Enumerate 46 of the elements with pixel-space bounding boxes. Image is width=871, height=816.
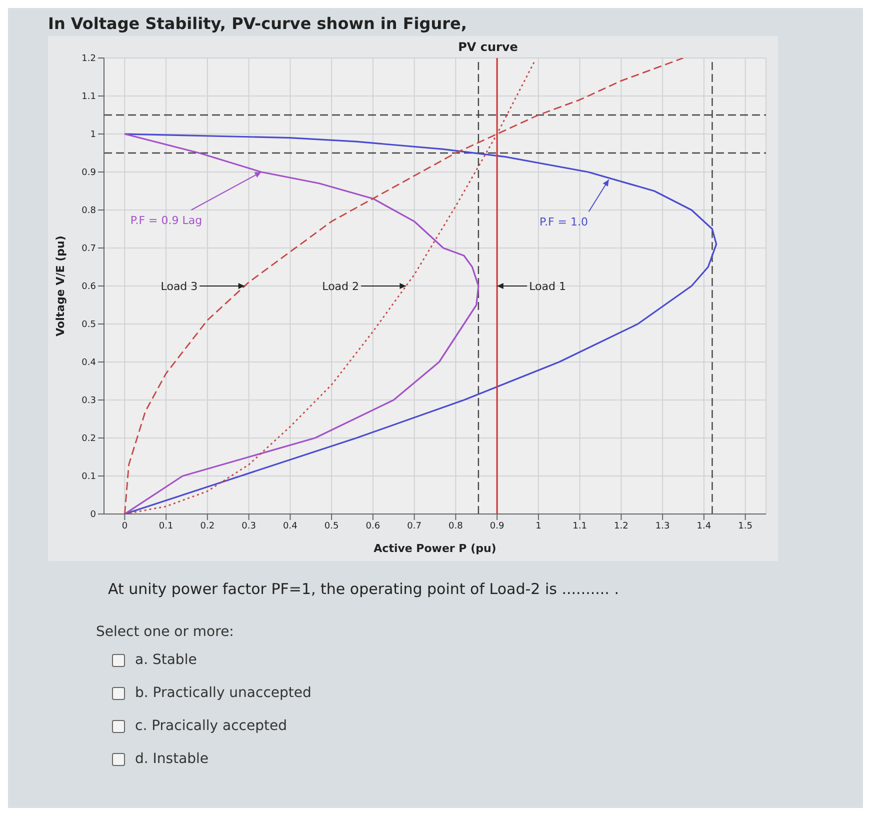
y-tick-label: 0 — [90, 510, 96, 520]
x-tick-label: 1.2 — [614, 521, 628, 532]
x-tick-label: 0.4 — [283, 521, 298, 532]
line-series — [124, 133, 480, 514]
x-tick-label: 0.7 — [407, 521, 422, 532]
annotation: P.F = 1.0 — [540, 216, 588, 229]
y-tick-label: 0.4 — [82, 358, 96, 368]
y-tick-label: 1.1 — [82, 92, 96, 102]
x-tick-label: 0.9 — [490, 521, 504, 532]
text: Select one or more: — [96, 624, 234, 640]
y-tick-label: 1 — [90, 130, 96, 140]
annotation: Load 1 — [529, 280, 566, 293]
y-tick-label: 0.5 — [82, 320, 96, 330]
x-tick-label: 0.6 — [366, 521, 380, 532]
annotation: Load 3 — [160, 280, 198, 293]
text: In Voltage Stability, PV-curve shown in Figure, — [48, 14, 467, 33]
text: b. Practically unaccepted — [135, 685, 312, 701]
x-tick-label: 0.8 — [448, 521, 464, 532]
y-tick-label: 0.7 — [82, 244, 96, 254]
y-tick-label: 1.2 — [82, 54, 96, 64]
x-tick-label: 0.2 — [200, 521, 215, 532]
x-tick-label: 0 — [122, 521, 128, 532]
annotation: Load 2 — [322, 280, 360, 293]
x-tick-label: 1 — [536, 521, 542, 532]
x-tick-label: 0.1 — [158, 521, 174, 532]
chart-title: PV curve — [458, 40, 518, 54]
x-tick-label: 0.5 — [324, 521, 339, 532]
x-tick-label: 0.3 — [242, 521, 256, 532]
y-tick-label: 0.9 — [82, 168, 96, 178]
annotation: P.F = 0.9 Lag — [130, 214, 202, 227]
y-tick-label: 0.8 — [82, 206, 96, 216]
x-axis-title: Active Power P (pu) — [374, 542, 496, 555]
y-axis-title: Voltage V/E (pu) — [54, 236, 67, 336]
line-series — [124, 133, 718, 514]
y-tick-label: 0.3 — [82, 396, 96, 406]
y-tick-label: 0.1 — [82, 472, 96, 482]
text: d. Instable — [135, 751, 209, 767]
x-tick-label: 1.4 — [696, 521, 712, 532]
text: c. Pracically accepted — [135, 718, 287, 734]
text: At unity power factor PF=1, the operating point of Load-2 is .......... . — [108, 580, 619, 598]
x-tick-label: 1.3 — [655, 521, 670, 532]
text: a. Stable — [135, 652, 197, 668]
y-tick-label: 0.2 — [82, 434, 96, 444]
x-tick-label: 1.5 — [738, 521, 752, 532]
y-tick-label: 0.6 — [82, 282, 96, 292]
x-tick-label: 1.1 — [572, 521, 587, 532]
